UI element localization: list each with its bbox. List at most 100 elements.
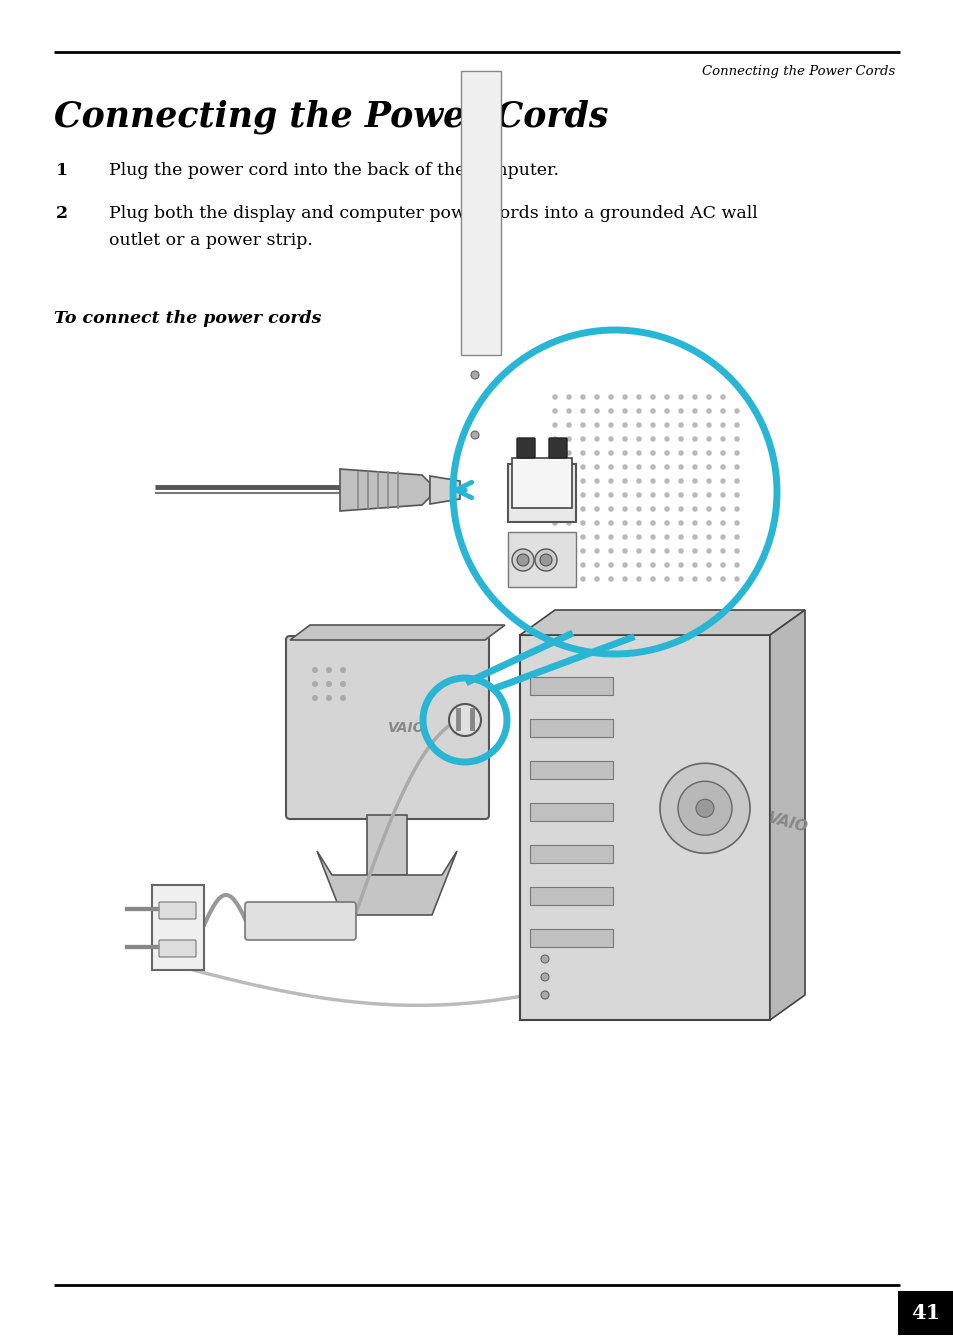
- Circle shape: [650, 478, 655, 484]
- Circle shape: [621, 563, 627, 568]
- Circle shape: [650, 563, 655, 568]
- Circle shape: [659, 764, 749, 854]
- Circle shape: [552, 464, 558, 470]
- FancyBboxPatch shape: [286, 636, 489, 819]
- FancyBboxPatch shape: [507, 464, 576, 523]
- Circle shape: [720, 535, 725, 540]
- Text: Connecting the Power Cords: Connecting the Power Cords: [54, 100, 608, 134]
- Circle shape: [720, 576, 725, 582]
- FancyBboxPatch shape: [152, 884, 204, 970]
- Circle shape: [535, 549, 557, 571]
- Circle shape: [621, 437, 627, 442]
- Circle shape: [720, 464, 725, 470]
- Circle shape: [621, 394, 627, 399]
- Circle shape: [696, 799, 713, 817]
- Circle shape: [636, 576, 641, 582]
- Circle shape: [608, 520, 613, 525]
- Circle shape: [608, 507, 613, 512]
- Circle shape: [608, 422, 613, 427]
- Circle shape: [663, 563, 669, 568]
- FancyBboxPatch shape: [530, 846, 613, 863]
- Circle shape: [720, 450, 725, 456]
- Circle shape: [552, 492, 558, 497]
- Circle shape: [705, 478, 711, 484]
- Circle shape: [594, 576, 599, 582]
- Circle shape: [517, 553, 529, 565]
- Circle shape: [720, 563, 725, 568]
- Polygon shape: [290, 624, 504, 641]
- Circle shape: [621, 422, 627, 427]
- Circle shape: [608, 492, 613, 497]
- FancyBboxPatch shape: [512, 458, 572, 508]
- Circle shape: [566, 492, 571, 497]
- Circle shape: [339, 667, 346, 673]
- Text: VAIO: VAIO: [765, 809, 809, 835]
- Circle shape: [608, 464, 613, 470]
- Circle shape: [663, 492, 669, 497]
- Circle shape: [692, 409, 697, 414]
- Circle shape: [692, 464, 697, 470]
- Circle shape: [663, 422, 669, 427]
- Circle shape: [566, 437, 571, 442]
- Circle shape: [566, 520, 571, 525]
- Circle shape: [705, 492, 711, 497]
- Circle shape: [705, 507, 711, 512]
- Circle shape: [636, 394, 641, 399]
- Circle shape: [566, 394, 571, 399]
- Circle shape: [734, 507, 739, 512]
- Circle shape: [449, 704, 480, 736]
- Circle shape: [471, 371, 478, 379]
- Circle shape: [579, 409, 585, 414]
- Circle shape: [692, 507, 697, 512]
- Circle shape: [720, 520, 725, 525]
- Circle shape: [608, 548, 613, 553]
- Circle shape: [692, 450, 697, 456]
- Circle shape: [720, 394, 725, 399]
- Text: 1: 1: [56, 162, 68, 180]
- Circle shape: [692, 563, 697, 568]
- Circle shape: [608, 409, 613, 414]
- Text: 2: 2: [56, 205, 68, 222]
- Circle shape: [579, 478, 585, 484]
- Circle shape: [678, 576, 683, 582]
- Circle shape: [678, 437, 683, 442]
- Circle shape: [608, 563, 613, 568]
- Circle shape: [692, 535, 697, 540]
- Circle shape: [594, 535, 599, 540]
- Circle shape: [734, 563, 739, 568]
- Circle shape: [678, 548, 683, 553]
- Circle shape: [692, 576, 697, 582]
- Circle shape: [678, 507, 683, 512]
- Polygon shape: [316, 851, 456, 915]
- Circle shape: [579, 437, 585, 442]
- Circle shape: [650, 548, 655, 553]
- Circle shape: [471, 431, 478, 440]
- Circle shape: [678, 422, 683, 427]
- Circle shape: [621, 535, 627, 540]
- Circle shape: [678, 563, 683, 568]
- FancyBboxPatch shape: [159, 902, 195, 919]
- FancyBboxPatch shape: [519, 635, 769, 1020]
- Circle shape: [663, 450, 669, 456]
- Circle shape: [339, 695, 346, 701]
- Circle shape: [663, 478, 669, 484]
- Circle shape: [720, 422, 725, 427]
- Circle shape: [579, 464, 585, 470]
- Circle shape: [621, 507, 627, 512]
- Circle shape: [720, 507, 725, 512]
- Circle shape: [692, 520, 697, 525]
- Circle shape: [705, 563, 711, 568]
- Circle shape: [579, 422, 585, 427]
- Circle shape: [636, 422, 641, 427]
- Circle shape: [650, 535, 655, 540]
- Circle shape: [621, 576, 627, 582]
- Circle shape: [663, 394, 669, 399]
- Circle shape: [579, 548, 585, 553]
- Circle shape: [636, 409, 641, 414]
- Circle shape: [734, 478, 739, 484]
- Circle shape: [540, 992, 548, 1000]
- Circle shape: [678, 478, 683, 484]
- Text: Plug the power cord into the back of the computer.: Plug the power cord into the back of the…: [109, 162, 558, 180]
- Circle shape: [650, 450, 655, 456]
- Circle shape: [705, 464, 711, 470]
